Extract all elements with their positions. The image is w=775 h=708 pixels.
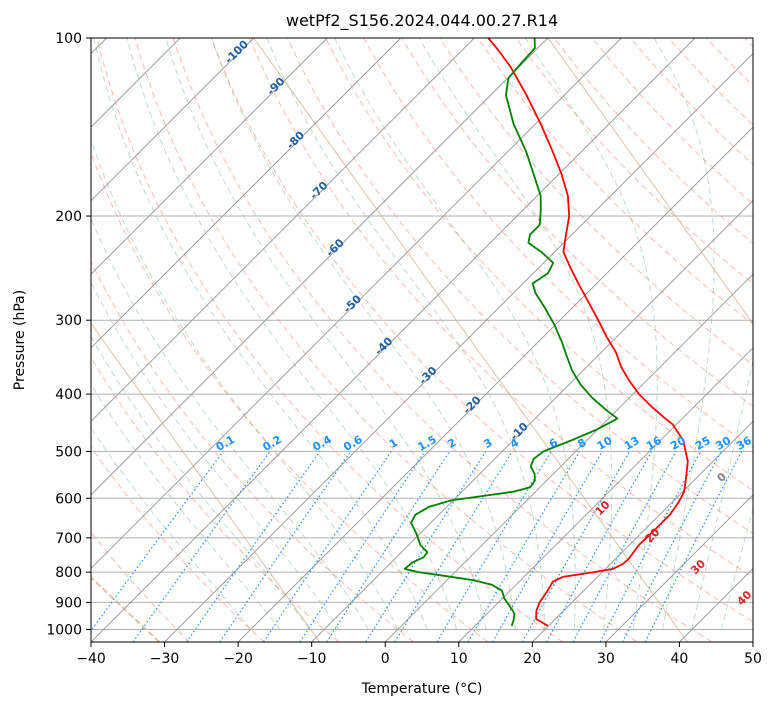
isobar-gridlines	[91, 38, 753, 630]
moist-adiabat	[691, 358, 753, 630]
dry-adiabat	[172, 38, 713, 642]
x-tick-label: −30	[150, 651, 180, 667]
mixing-ratio-line	[91, 451, 224, 632]
guide-curve	[253, 38, 688, 642]
moist-adiabat	[720, 506, 753, 630]
moist-adiabat	[165, 38, 487, 630]
y-tick-label: 600	[55, 491, 82, 507]
mixing-ratio-label: 36	[734, 434, 754, 453]
x-tick-label: 0	[381, 651, 390, 667]
mixing-ratio-line	[299, 451, 426, 642]
isotherm-line	[91, 38, 328, 275]
x-tick-label: −40	[76, 651, 106, 667]
moist-adiabat	[418, 38, 613, 630]
isotherm-line	[237, 126, 753, 642]
moist-adiabat	[524, 38, 658, 630]
moist-adiabat	[91, 137, 399, 630]
dry-adiabats	[91, 38, 753, 642]
isotherm-line	[458, 347, 753, 642]
y-tick-label: 900	[55, 595, 82, 611]
isotherm-line	[91, 38, 255, 202]
moist-adiabat	[266, 38, 546, 630]
mixing-ratio-line	[326, 451, 451, 642]
y-tick-label: 1000	[46, 622, 82, 638]
dry-adiabat	[134, 38, 638, 642]
y-axis-label: Pressure (hPa)	[12, 290, 28, 390]
mixing-ratio-line	[186, 451, 321, 642]
moist-adiabat	[91, 427, 251, 630]
x-tick-label: 30	[597, 651, 615, 667]
moist-adiabat	[93, 38, 428, 630]
x-tick-label: 10	[450, 651, 468, 667]
chart-title: wetPf2_S156.2024.044.00.27.R14	[286, 11, 558, 31]
x-axis-ticks: −40 −30 −20 −10 0 10 20 30 40 50	[76, 642, 762, 667]
mixing-ratio-line	[521, 451, 631, 642]
isotherm-line	[605, 494, 753, 642]
x-tick-label: 20	[523, 651, 541, 667]
isotherm-line	[311, 199, 753, 642]
moist-adiabat	[653, 38, 715, 630]
moist-adiabat	[91, 217, 369, 630]
mixing-ratio-line	[644, 451, 743, 642]
y-tick-label: 400	[55, 387, 82, 403]
moist-adiabat	[91, 281, 340, 630]
guide-curve	[91, 322, 321, 642]
isotherm-line	[91, 38, 475, 423]
mixing-ratio-line	[132, 451, 271, 642]
y-tick-label: 800	[55, 565, 82, 581]
dry-adiabat	[210, 38, 753, 623]
x-axis-label: Temperature (°C)	[361, 681, 483, 697]
sounding-profiles	[403, 38, 689, 627]
x-tick-label: 40	[671, 651, 689, 667]
isotherm-line	[531, 420, 753, 642]
isotherm-line	[164, 52, 753, 642]
dry-adiabat	[515, 38, 753, 285]
x-tick-label: −20	[223, 651, 253, 667]
moist-adiabat	[91, 383, 281, 630]
dry-adiabat	[91, 445, 265, 642]
y-tick-label: 200	[55, 209, 82, 225]
guide-curve	[547, 38, 753, 325]
isotherm-line	[752, 641, 753, 642]
mixing-ratio-line	[546, 451, 653, 642]
dry-adiabat	[91, 260, 414, 642]
isotherm-line	[91, 38, 696, 642]
moist-adiabats	[91, 38, 753, 630]
moist-adiabat	[91, 335, 310, 630]
y-tick-label: 300	[55, 313, 82, 329]
dry-adiabat	[286, 38, 753, 535]
moist-adiabat	[126, 38, 458, 630]
green-dashed-lines	[91, 38, 753, 642]
isotherm-line	[91, 38, 402, 349]
dry-adiabat	[248, 38, 753, 578]
y-tick-label: 100	[55, 31, 82, 47]
moist-adiabat	[211, 38, 516, 630]
dry-adiabat	[91, 356, 340, 642]
mixing-ratio-line	[394, 451, 513, 642]
dry-adiabat	[325, 38, 753, 491]
plot-background	[91, 38, 753, 642]
mixing-ratio-line	[572, 451, 677, 642]
mixing-ratio-lines	[91, 451, 743, 642]
plot-frame	[90, 37, 754, 643]
temperature-profile	[487, 38, 689, 627]
x-tick-label: 50	[744, 651, 762, 667]
y-axis-ticks: 100 200 300 400 500 600 700 800 900 1000	[46, 31, 91, 638]
x-tick-label: −10	[297, 651, 327, 667]
y-tick-label: 700	[55, 531, 82, 547]
isotherm-line	[91, 38, 549, 496]
mixing-ratio-line	[262, 451, 392, 642]
moist-adiabat-label: 40	[734, 588, 754, 608]
isotherm-line	[384, 273, 753, 642]
y-tick-label: 500	[55, 444, 82, 460]
plot-area: -100-90-80-70-60-50-40-30-20-100.1 0.2 0.4…	[91, 38, 754, 642]
dewpoint-profile	[403, 38, 619, 627]
mixing-ratio-line	[219, 451, 352, 642]
